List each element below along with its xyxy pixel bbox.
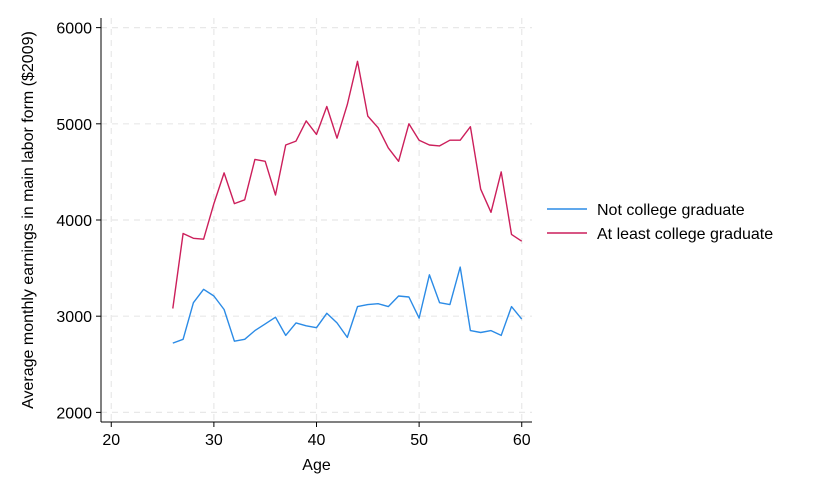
x-axis-label: Age <box>302 457 331 474</box>
x-tick-label: 50 <box>410 432 428 449</box>
x-tick-label: 20 <box>102 432 120 449</box>
y-tick-label: 2000 <box>56 405 92 422</box>
series-line-0 <box>172 266 523 344</box>
y-axis-ticks: 2000 3000 4000 5000 6000 <box>56 21 101 422</box>
x-axis-ticks: 20 30 40 50 60 <box>102 422 531 449</box>
series-lines <box>172 60 523 344</box>
x-tick-label: 60 <box>513 432 531 449</box>
series-line-1 <box>172 60 523 309</box>
x-tick-label: 40 <box>308 432 326 449</box>
y-tick-label: 5000 <box>56 117 92 134</box>
y-tick-label: 4000 <box>56 213 92 230</box>
gridlines <box>101 18 532 422</box>
y-tick-label: 3000 <box>56 309 92 326</box>
y-tick-label: 6000 <box>56 21 92 38</box>
x-tick-label: 30 <box>205 432 223 449</box>
y-axis-label: Average monthly earnings in main labor f… <box>20 31 37 409</box>
legend: Not college graduate At least college gr… <box>547 202 773 243</box>
legend-label-college: At least college graduate <box>597 226 773 243</box>
legend-label-not-college: Not college graduate <box>597 202 745 219</box>
